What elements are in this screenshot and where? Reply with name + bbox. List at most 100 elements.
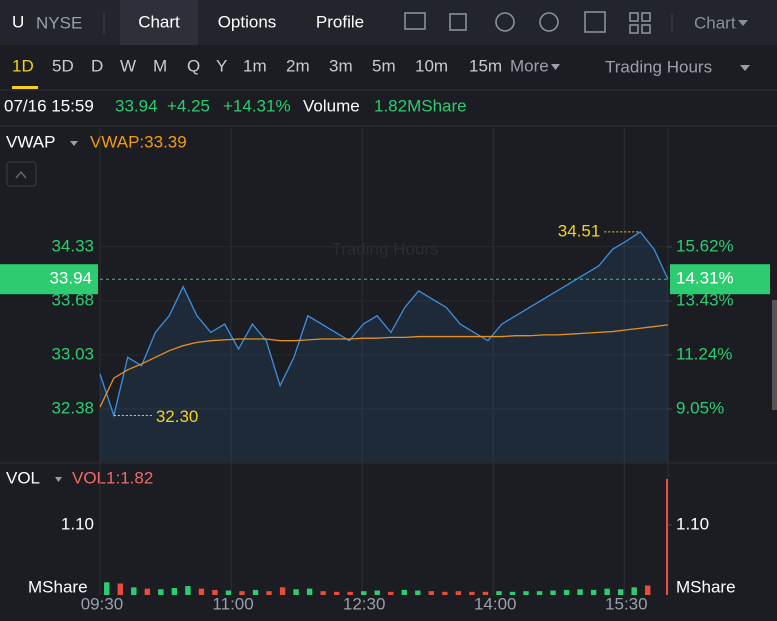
volume-bar — [279, 587, 286, 595]
last-pct-tag — [670, 264, 770, 295]
indicator: VWAP — [6, 132, 55, 151]
low-label: 32.30 — [156, 407, 199, 426]
vol-tick-label: 1.10 — [61, 514, 94, 533]
quote-price: 33.94 — [115, 96, 158, 115]
y2-tick-label: 9.05% — [676, 398, 724, 417]
volume-bar — [482, 591, 489, 595]
volume-bar — [496, 591, 502, 595]
timeframe[interactable]: M — [153, 56, 167, 75]
last-price-tag — [0, 264, 98, 295]
volume-bar — [131, 587, 137, 595]
volume-bar — [293, 589, 299, 595]
volume-bar — [415, 590, 421, 595]
volume-bar — [401, 589, 407, 595]
volume-bar — [388, 591, 394, 595]
session[interactable]: Trading Hours — [605, 57, 712, 76]
volume-bar — [252, 589, 259, 595]
timeframe[interactable]: 15m — [469, 56, 502, 75]
price-area — [100, 231, 668, 462]
volume-bar — [212, 589, 218, 595]
vol-label: VOL — [6, 468, 40, 487]
toolbar-icons[interactable] — [404, 11, 651, 34]
x-tick-label: 11:00 — [212, 594, 253, 613]
vol-unit: MShare — [28, 577, 88, 596]
more[interactable]: More — [510, 56, 549, 75]
price-line — [99, 230, 669, 418]
symbol: U — [12, 12, 24, 31]
x-tick-label: 14:00 — [474, 594, 517, 613]
timeframe[interactable]: Y — [216, 56, 227, 75]
vwap-line — [99, 324, 669, 408]
exchange: NYSE — [36, 13, 82, 32]
volume-bar — [374, 590, 380, 595]
volume-bar — [455, 591, 462, 595]
volume-bar — [509, 591, 516, 595]
scrollbar[interactable] — [772, 300, 777, 410]
last-price-label: 33.94 — [49, 269, 92, 288]
volume-bar — [361, 591, 367, 595]
vol-unit: MShare — [676, 577, 736, 596]
timeframe[interactable]: 3m — [329, 56, 353, 75]
volume-bar — [469, 591, 475, 595]
volume-bar — [645, 585, 651, 595]
quote-change-pct: +14.31% — [223, 96, 291, 115]
volume-bar — [320, 591, 326, 595]
y-tick-label: 33.68 — [51, 290, 94, 309]
last-pct-label: 14.31% — [676, 269, 734, 288]
timeframe[interactable]: 1D — [12, 56, 34, 75]
tab[interactable]: Options — [218, 12, 277, 31]
y-tick-label: 34.33 — [51, 236, 94, 255]
timeframe[interactable]: 5D — [52, 56, 74, 75]
volume-bar — [144, 588, 151, 595]
volume-bar — [306, 588, 313, 595]
x-tick-label: 15:30 — [605, 594, 648, 613]
volume-bar — [442, 591, 448, 595]
high-label: 34.51 — [558, 221, 601, 240]
volume-bar — [523, 591, 529, 595]
active-tab-bg — [120, 0, 198, 45]
timeframe[interactable]: 5m — [372, 56, 396, 75]
y2-tick-label: 13.43% — [676, 290, 734, 309]
y-tick-label: 32.38 — [51, 398, 94, 417]
timeframe[interactable]: 10m — [415, 56, 448, 75]
x-tick-label: 09:30 — [81, 594, 124, 613]
tab[interactable]: Chart — [138, 12, 180, 31]
volume-bar — [171, 587, 178, 595]
y-tick-label: 33.03 — [51, 344, 94, 363]
y2-tick-label: 15.62% — [676, 236, 734, 255]
volume-bar — [666, 478, 668, 595]
volume-bar — [428, 591, 435, 595]
collapse-button[interactable] — [6, 161, 37, 187]
volume-bar — [104, 582, 110, 595]
tab[interactable]: Profile — [316, 12, 364, 31]
x-tick-label: 12:30 — [343, 594, 386, 613]
volume-bar — [536, 591, 543, 595]
y2-tick-label: 11.24% — [676, 344, 732, 363]
timeframe[interactable]: D — [91, 56, 103, 75]
volume-bar — [198, 588, 205, 595]
volume-label: Volume — [303, 96, 360, 115]
chart-menu[interactable]: Chart — [694, 13, 736, 32]
volume-bar — [266, 591, 272, 595]
volume-bar — [563, 589, 570, 595]
volume-value: 1.82MShare — [374, 96, 467, 115]
vol-tick-label: 1.10 — [676, 514, 709, 533]
volume-bar — [550, 590, 556, 595]
watermark: Trading Hours — [331, 239, 438, 258]
volume-bar — [590, 589, 597, 595]
volume-bar — [604, 588, 610, 595]
timeframe[interactable]: 1m — [243, 56, 267, 75]
volume-bar — [117, 583, 123, 595]
volume-bar — [239, 591, 245, 595]
tf-underline — [12, 86, 38, 89]
volume-bar — [225, 590, 232, 595]
quote-time: 07/16 15:59 — [4, 96, 94, 115]
timeframe[interactable]: 2m — [286, 56, 310, 75]
volume-bar — [631, 587, 637, 595]
timeframe[interactable]: Q — [187, 56, 200, 75]
timeframe[interactable]: W — [120, 56, 136, 75]
vwap-value: VWAP:33.39 — [90, 132, 187, 151]
volume-bar — [617, 589, 624, 595]
